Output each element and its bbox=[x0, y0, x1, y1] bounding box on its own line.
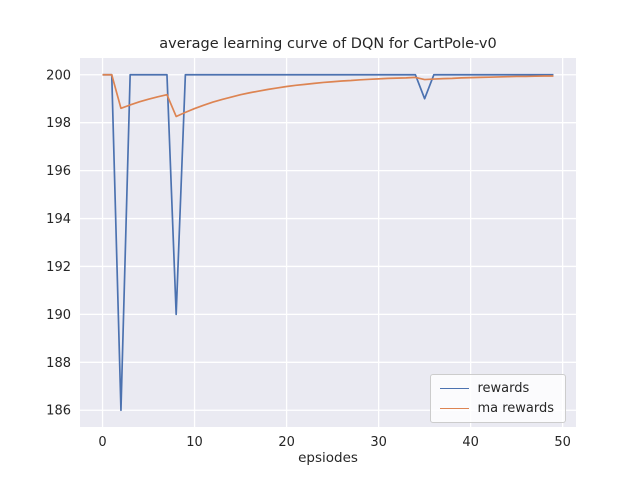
legend-item-ma-rewards: ma rewards bbox=[440, 402, 554, 415]
rewards-line-swatch bbox=[440, 388, 470, 389]
svg-text:198: 198 bbox=[46, 116, 71, 131]
legend-label-rewards: rewards bbox=[477, 381, 530, 396]
ma-rewards-line-swatch bbox=[440, 408, 470, 409]
svg-text:188: 188 bbox=[46, 356, 71, 371]
chart-title: average learning curve of DQN for CartPo… bbox=[159, 36, 497, 52]
svg-text:0: 0 bbox=[98, 435, 106, 450]
legend: rewards ma rewards bbox=[430, 374, 566, 423]
x-axis-label: epsiodes bbox=[298, 450, 358, 466]
svg-text:40: 40 bbox=[462, 435, 479, 450]
legend-item-rewards: rewards bbox=[440, 382, 554, 395]
svg-text:200: 200 bbox=[46, 68, 71, 83]
svg-text:196: 196 bbox=[46, 164, 71, 179]
svg-text:10: 10 bbox=[186, 435, 203, 450]
svg-text:50: 50 bbox=[554, 435, 571, 450]
svg-text:186: 186 bbox=[46, 404, 71, 419]
svg-text:192: 192 bbox=[46, 260, 71, 275]
legend-label-ma-rewards: ma rewards bbox=[477, 401, 554, 416]
svg-text:194: 194 bbox=[46, 212, 71, 227]
svg-text:30: 30 bbox=[370, 435, 387, 450]
svg-text:190: 190 bbox=[46, 308, 71, 323]
svg-text:20: 20 bbox=[278, 435, 295, 450]
